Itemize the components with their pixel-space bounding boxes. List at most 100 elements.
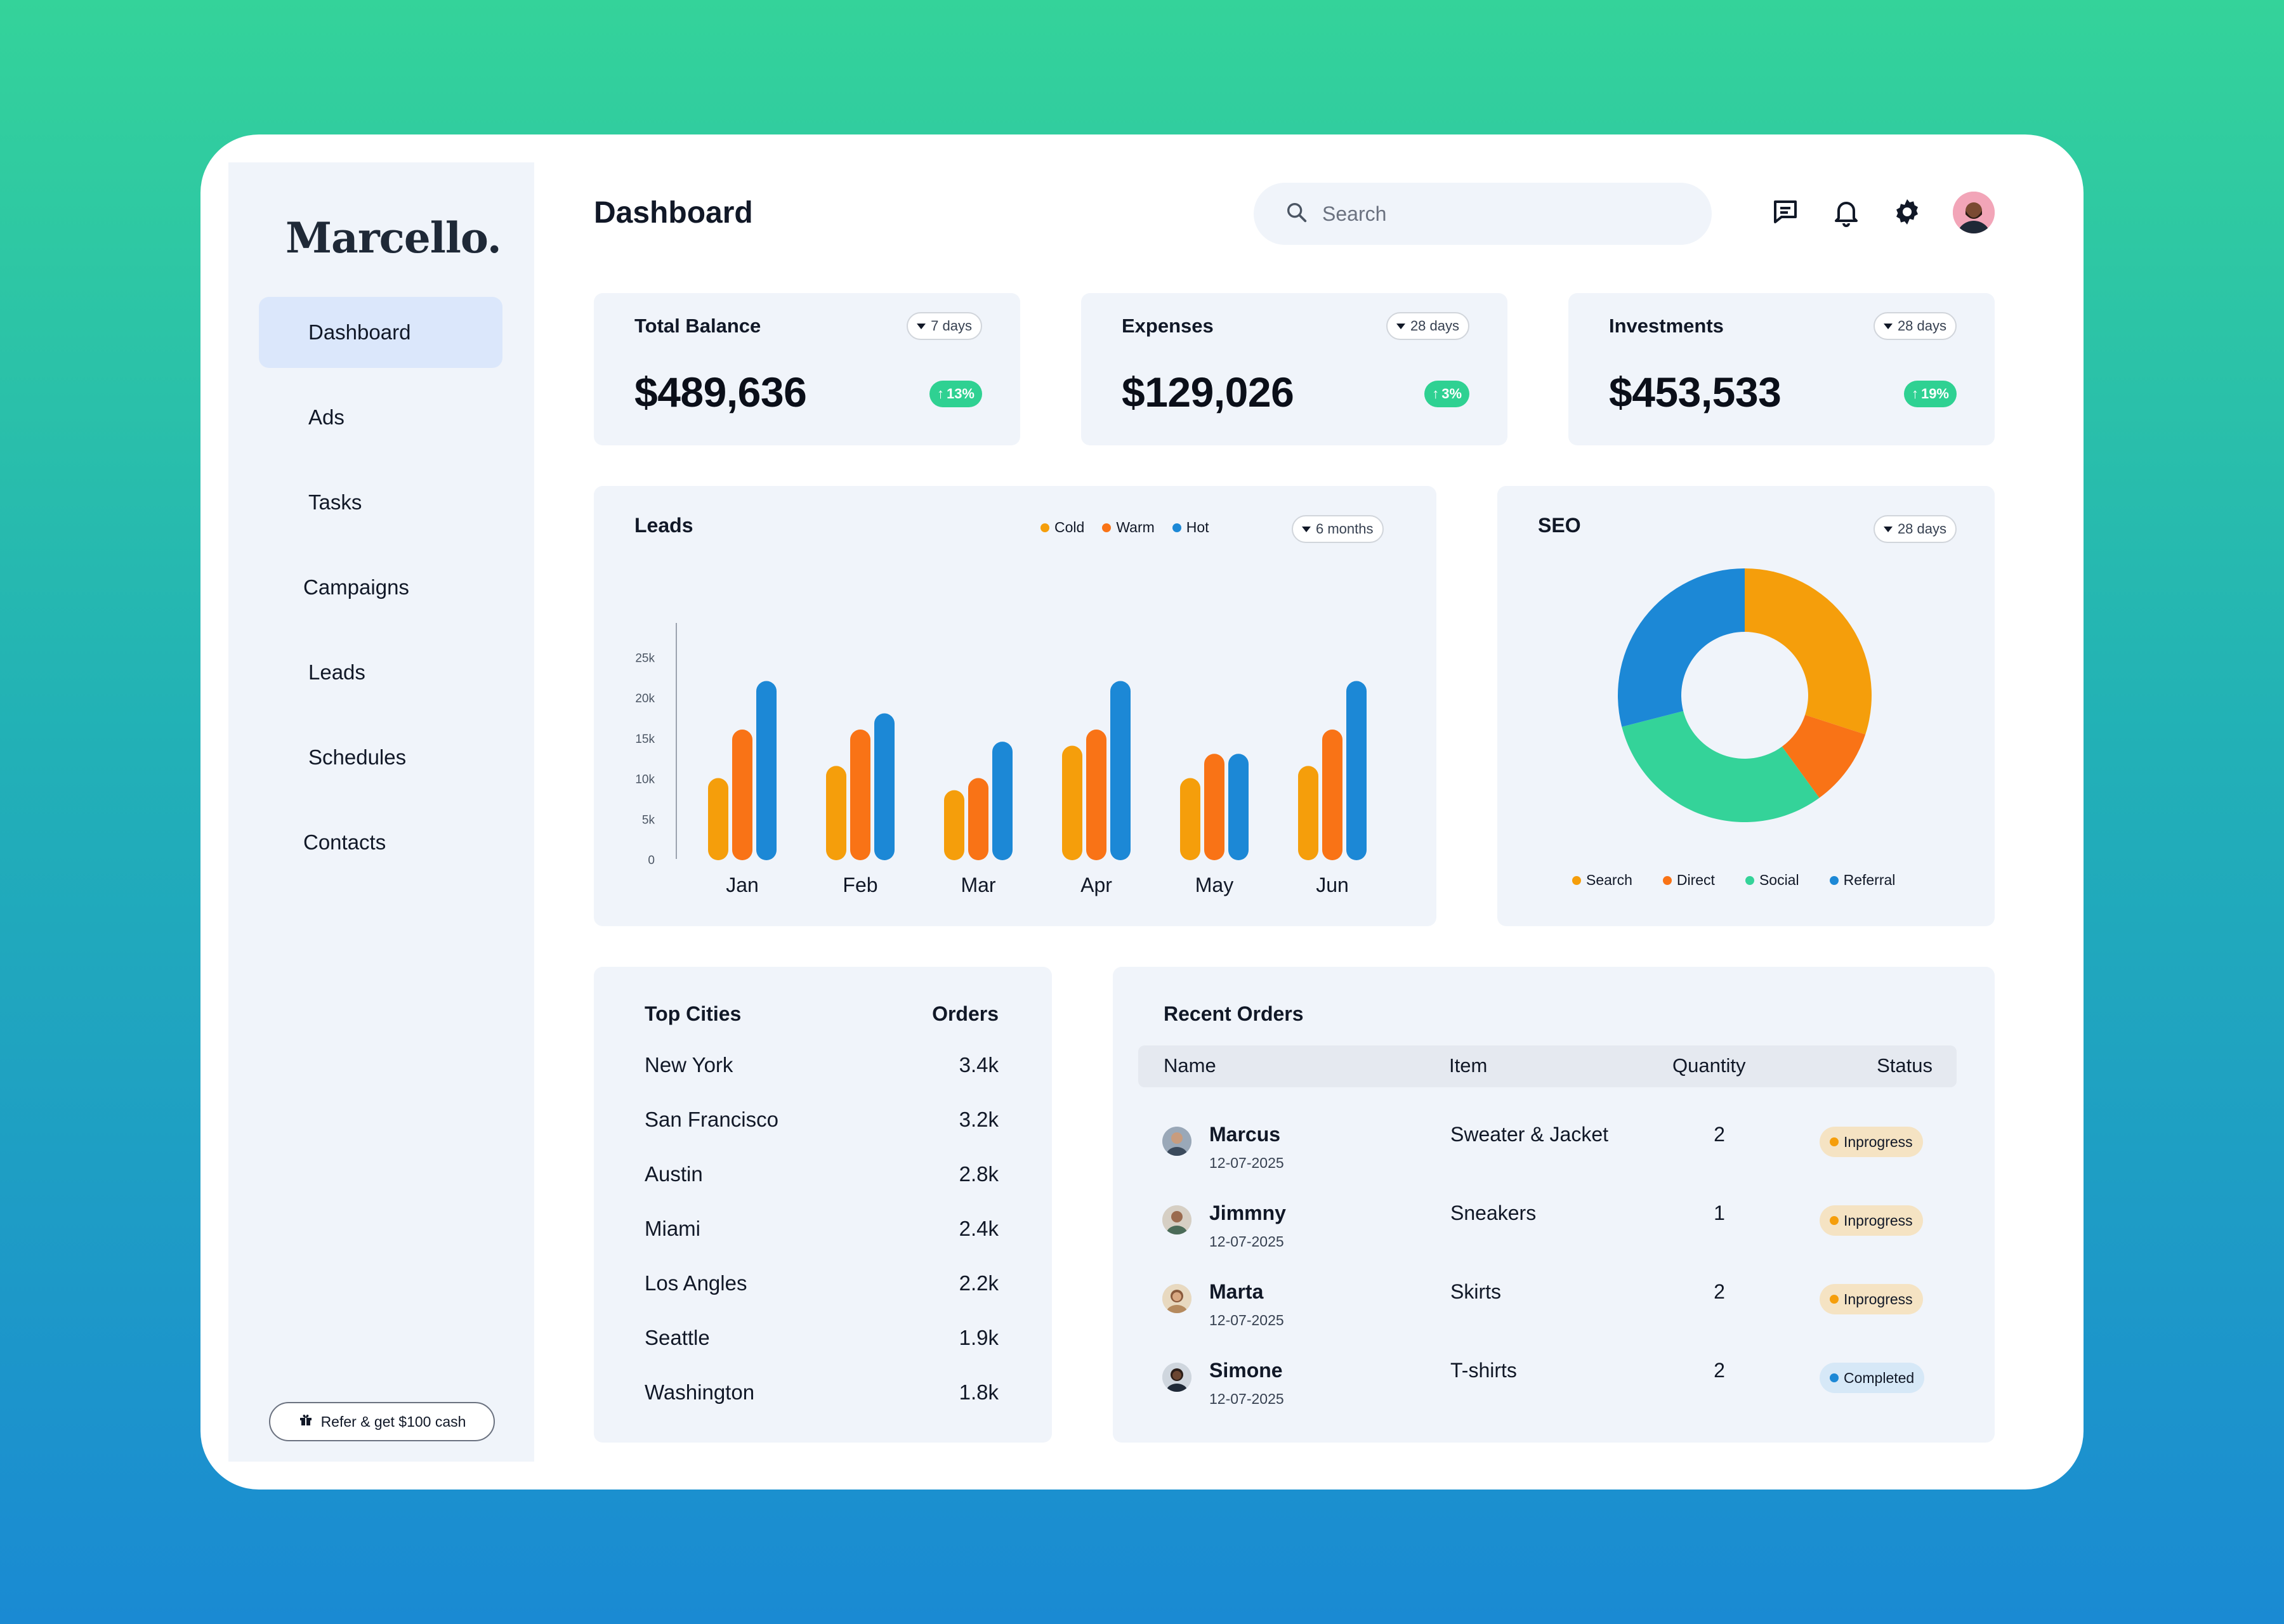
period-label: 28 days (1897, 318, 1946, 334)
seo-donut-chart (1618, 568, 1872, 822)
order-quantity: 2 (1714, 1359, 1725, 1382)
table-row[interactable]: Marta 12-07-2025 Skirts 2 Inprogress (1113, 1276, 1995, 1355)
stat-card-investments: Investments 28 days $453,533 ↑ 19% (1568, 293, 1995, 445)
city-name: Austin (645, 1162, 703, 1186)
city-name: Los Angles (645, 1271, 747, 1295)
legend-item-social: Social (1745, 872, 1799, 889)
legend-label: Social (1759, 872, 1799, 888)
change-badge: ↑ 3% (1424, 381, 1469, 407)
bar (1298, 766, 1318, 860)
legend-dot (1572, 875, 1581, 885)
city-orders: 2.8k (959, 1162, 999, 1186)
stat-title: Investments (1609, 315, 1724, 337)
list-item: Miami 2.4k (645, 1202, 999, 1256)
seo-title: SEO (1538, 514, 1581, 537)
list-item: Washington 1.8k (645, 1365, 999, 1420)
order-item: Sweater & Jacket (1450, 1123, 1608, 1146)
city-orders: 1.9k (959, 1326, 999, 1349)
table-row[interactable]: Jimmny 12-07-2025 Sneakers 1 Inprogress (1113, 1198, 1995, 1276)
status-label: Completed (1844, 1369, 1915, 1386)
x-tick-label: May (1195, 874, 1233, 896)
stat-value: $453,533 (1609, 369, 1782, 416)
legend-label: Hot (1186, 519, 1209, 535)
chat-icon[interactable] (1769, 195, 1802, 228)
table-row[interactable]: Marcus 12-07-2025 Sweater & Jacket 2 Inp… (1113, 1119, 1995, 1198)
customer-name: Marta (1209, 1280, 1264, 1303)
change-value: 3% (1441, 386, 1462, 402)
bar (944, 790, 964, 860)
avatar (1162, 1284, 1191, 1313)
avatar[interactable] (1953, 192, 1995, 233)
status-label: Inprogress (1844, 1133, 1913, 1150)
stat-title: Expenses (1122, 315, 1214, 337)
avatar (1162, 1205, 1191, 1234)
period-dropdown[interactable]: 28 days (1873, 515, 1957, 543)
caret-down-icon (917, 323, 926, 329)
bar (1346, 681, 1367, 860)
period-dropdown[interactable]: 28 days (1873, 312, 1957, 340)
arrow-up-icon: ↑ (1432, 386, 1440, 402)
list-item: Seattle 1.9k (645, 1311, 999, 1365)
city-name: Miami (645, 1217, 700, 1240)
sidebar-item-tasks[interactable]: Tasks (308, 490, 362, 514)
city-name: San Francisco (645, 1108, 778, 1131)
y-tick-label: 25k (635, 652, 655, 665)
gear-icon[interactable] (1891, 195, 1924, 228)
bar (968, 778, 988, 860)
sidebar-item-campaigns[interactable]: Campaigns (303, 575, 409, 599)
stat-value: $129,026 (1122, 369, 1294, 416)
column-header-quantity: Quantity (1672, 1054, 1746, 1077)
legend-item-cold: Cold (1040, 519, 1084, 536)
city-orders: 2.2k (959, 1271, 999, 1295)
avatar (1162, 1363, 1191, 1392)
order-item: Skirts (1450, 1280, 1501, 1303)
y-tick-label: 0 (648, 854, 655, 867)
refer-button[interactable]: Refer & get $100 cash (269, 1402, 495, 1441)
pie-slice (1745, 568, 1872, 735)
table-row[interactable]: Simone 12-07-2025 T-shirts 2 Completed (1113, 1355, 1995, 1434)
x-tick-label: Feb (843, 874, 877, 896)
period-dropdown[interactable]: 6 months (1292, 515, 1384, 543)
sidebar-item-schedules[interactable]: Schedules (308, 745, 407, 769)
y-tick-label: 20k (635, 692, 655, 705)
bell-icon[interactable] (1830, 195, 1863, 228)
caret-down-icon (1396, 323, 1405, 329)
search-bar[interactable] (1254, 183, 1712, 245)
status-badge: Inprogress (1820, 1127, 1923, 1157)
city-orders: 2.4k (959, 1217, 999, 1240)
logo: Marcello. (286, 213, 502, 263)
order-quantity: 2 (1714, 1280, 1725, 1303)
bar (850, 730, 870, 860)
caret-down-icon (1883, 526, 1893, 532)
period-dropdown[interactable]: 28 days (1386, 312, 1469, 340)
legend-item-warm: Warm (1102, 519, 1155, 536)
sidebar-item-ads[interactable]: Ads (308, 405, 345, 429)
refer-label: Refer & get $100 cash (320, 1413, 466, 1430)
period-dropdown[interactable]: 7 days (907, 312, 982, 340)
list-item: New York 3.4k (645, 1038, 999, 1092)
order-date: 12-07-2025 (1209, 1312, 1284, 1328)
bar (874, 713, 895, 860)
pie-slice (1622, 710, 1820, 822)
seo-legend: Search Direct Social Referral (1572, 872, 1895, 889)
sidebar-item-dashboard[interactable]: Dashboard (259, 297, 502, 368)
order-date: 12-07-2025 (1209, 1233, 1284, 1250)
bar (1228, 754, 1249, 860)
sidebar: Marcello. Dashboard Ads Tasks Campaigns … (228, 162, 534, 1462)
search-input[interactable] (1322, 202, 1677, 226)
gift-icon (298, 1412, 313, 1431)
city-name: Washington (645, 1380, 755, 1404)
change-value: 13% (946, 386, 975, 402)
list-item: Austin 2.8k (645, 1147, 999, 1202)
legend-label: Cold (1054, 519, 1085, 535)
period-label: 7 days (931, 318, 972, 334)
leads-card: Leads Cold Warm Hot 6 months 0 5k 10k 15k 20… (594, 486, 1436, 926)
legend-dot (1829, 875, 1839, 885)
bar (1322, 730, 1342, 860)
recent-orders-title: Recent Orders (1164, 1002, 1304, 1025)
status-dot (1830, 1295, 1839, 1304)
change-badge: ↑ 19% (1903, 381, 1957, 407)
stat-title: Total Balance (634, 315, 761, 337)
sidebar-item-leads[interactable]: Leads (308, 660, 365, 684)
sidebar-item-contacts[interactable]: Contacts (303, 830, 386, 854)
